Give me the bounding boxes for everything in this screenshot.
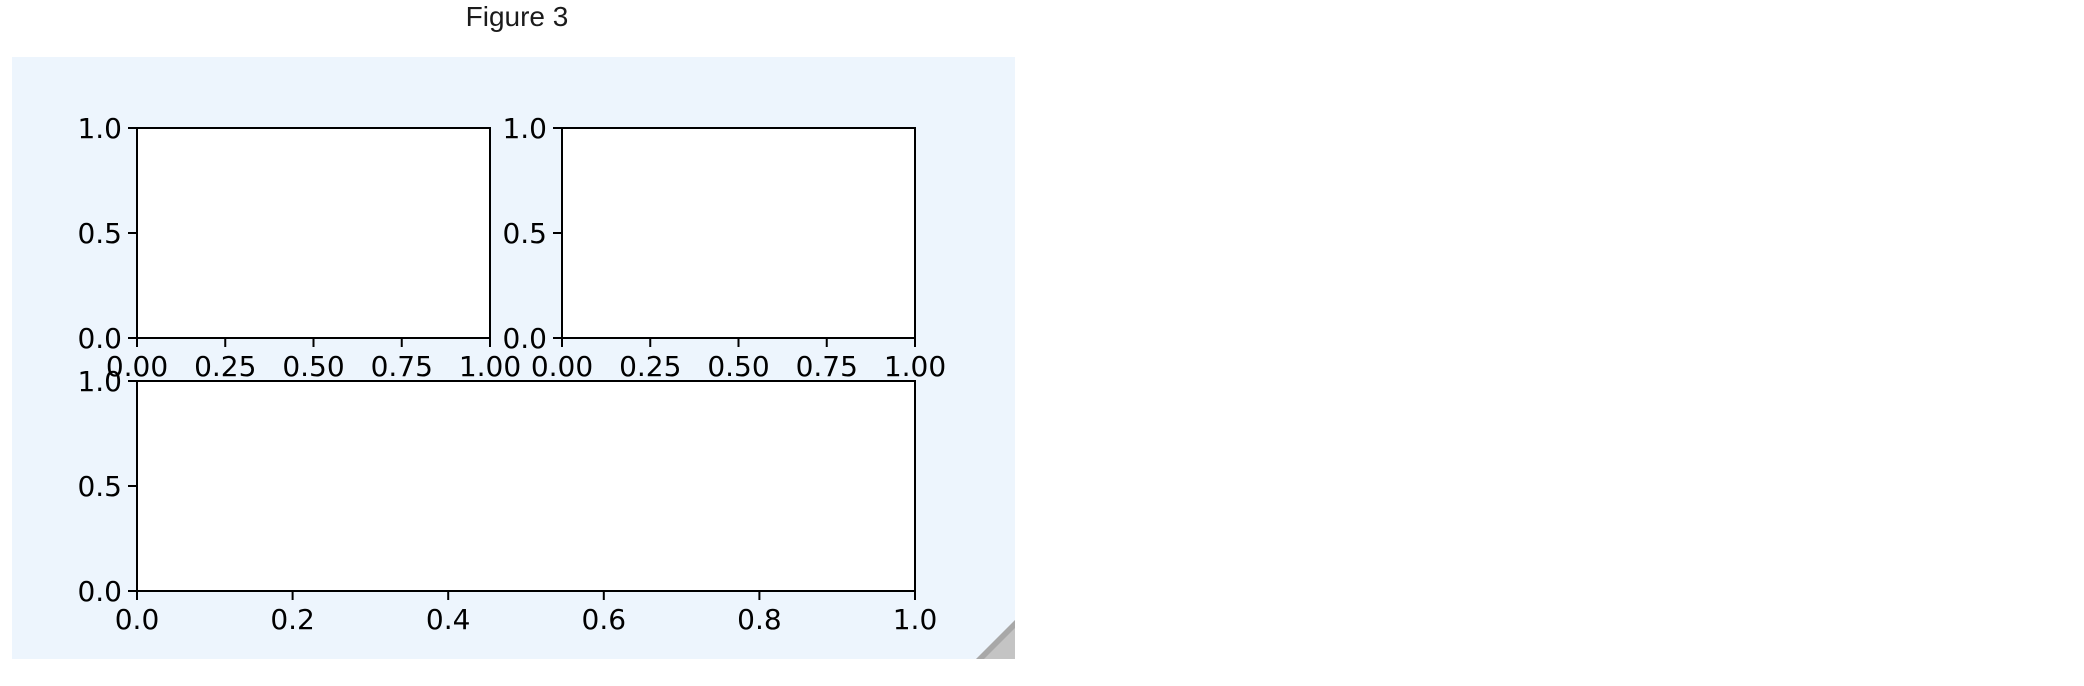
axes-layer: 0.00 0.25 0.50 0.75 1.000.00.51.00.00 0.25 0.5… bbox=[77, 112, 946, 636]
y-tick-label: 0.5 bbox=[77, 470, 122, 503]
x-tick-label: 0.75 bbox=[371, 350, 433, 383]
x-tick-label: 0.25 bbox=[619, 350, 681, 383]
x-tick-label: 0.6 bbox=[582, 603, 627, 636]
y-tick-label: 0.0 bbox=[77, 322, 122, 355]
axes-top-right: 0.00 0.25 0.50 0.75 1.00 0.0 0.5 1.0 bbox=[502, 112, 946, 383]
axes-frame bbox=[136, 380, 916, 592]
axes-frame bbox=[136, 127, 491, 339]
axes-bottom: 0.0 0.2 0.4 0.6 0.8 1.0 0.0 0.5 1.0 bbox=[77, 365, 937, 636]
y-tick-label: 1.0 bbox=[502, 112, 547, 145]
x-tick-label: 0.8 bbox=[737, 603, 782, 636]
x-tick-label: 0.00 bbox=[106, 350, 168, 383]
y-tick-label: 0.0 bbox=[77, 575, 122, 608]
x-tick-label: 1.00 bbox=[884, 350, 946, 383]
y-tick-label: 1.0 bbox=[77, 112, 122, 145]
y-tick-label: 0.5 bbox=[77, 217, 122, 250]
x-tick-label: 0.75 bbox=[796, 350, 858, 383]
x-tick-label: 0.25 bbox=[194, 350, 256, 383]
x-tick-label: 0.2 bbox=[270, 603, 315, 636]
x-tick-label: 0.00 bbox=[531, 350, 593, 383]
x-tick-label: 1.00 bbox=[459, 350, 521, 383]
y-tick-label: 1.0 bbox=[77, 365, 122, 398]
y-tick-label: 0.0 bbox=[502, 322, 547, 355]
x-tick-label: 0.4 bbox=[426, 603, 471, 636]
x-tick-label: 0.50 bbox=[282, 350, 344, 383]
y-tick-label: 0.5 bbox=[502, 217, 547, 250]
axes-top-left: 0.00 0.25 0.50 0.75 1.00 0.0 0.5 1.0 bbox=[77, 112, 521, 383]
x-tick-label: 1.0 bbox=[893, 603, 938, 636]
x-tick-label: 0.0 bbox=[115, 603, 160, 636]
window-title: Figure 3 bbox=[465, 1, 569, 32]
axes-frame bbox=[561, 127, 916, 339]
resize-grip-icon[interactable] bbox=[976, 620, 1015, 659]
x-tick-label: 0.50 bbox=[707, 350, 769, 383]
